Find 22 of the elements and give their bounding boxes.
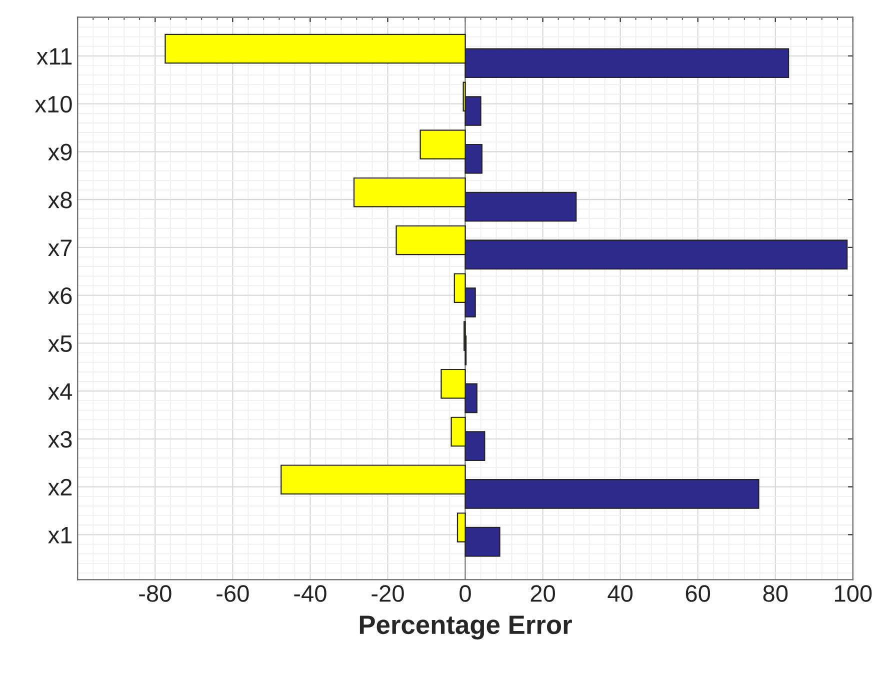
x-axis-title: Percentage Error bbox=[360, 616, 572, 640]
x-tick-label: 0 bbox=[460, 585, 471, 602]
x-tick-label: -60 bbox=[216, 585, 249, 602]
x-tick-label: -40 bbox=[294, 585, 326, 602]
x-tick-label: 60 bbox=[686, 585, 710, 602]
x-tick-label: 40 bbox=[608, 585, 633, 602]
y-tick-label: x6 bbox=[48, 287, 72, 304]
x-tick-label: 100 bbox=[835, 585, 872, 602]
x-tick-label: -80 bbox=[139, 585, 172, 602]
x-tick-label: -20 bbox=[372, 585, 404, 602]
x-tick-label: 20 bbox=[530, 585, 555, 602]
x-tick-label: 80 bbox=[763, 585, 788, 602]
y-tick-label: x5 bbox=[48, 335, 72, 352]
y-tick-label: x9 bbox=[48, 144, 72, 160]
y-tick-label: x2 bbox=[48, 478, 72, 496]
y-tick-label: x11 bbox=[36, 48, 72, 64]
y-tick-label: x10 bbox=[34, 96, 72, 113]
y-tick-label: x3 bbox=[48, 430, 72, 448]
y-tick-label: x4 bbox=[48, 383, 72, 400]
y-tick-label: x1 bbox=[48, 526, 72, 544]
y-tick-label: x8 bbox=[48, 192, 72, 208]
y-tick-label: x7 bbox=[48, 240, 72, 256]
